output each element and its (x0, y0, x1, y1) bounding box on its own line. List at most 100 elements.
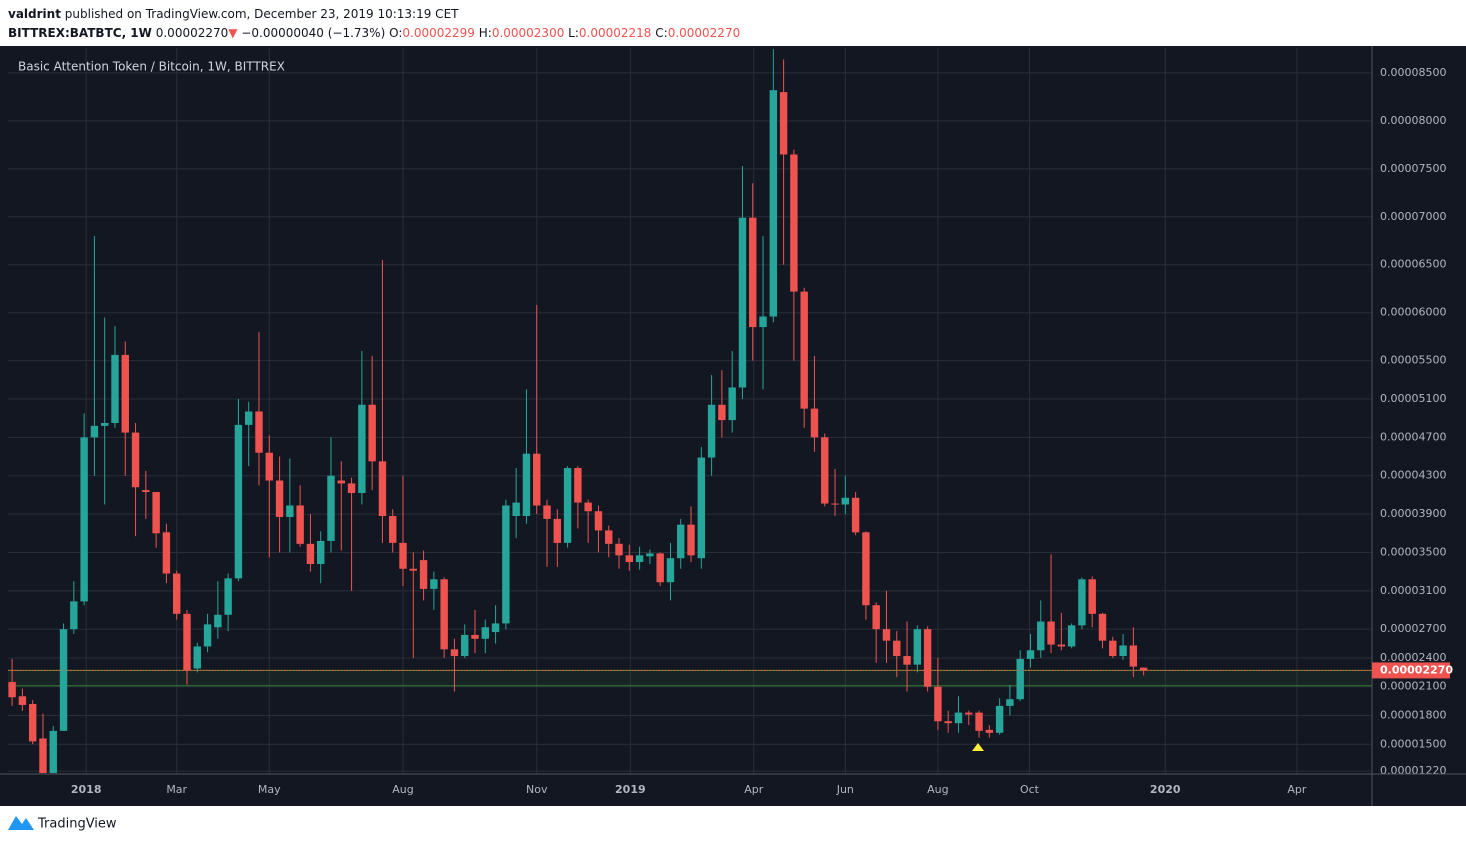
x-tick-label: 2020 (1150, 783, 1181, 796)
y-tick-label: 0.00004700 (1380, 430, 1446, 443)
candle-body (234, 424, 243, 579)
candle-body (656, 553, 664, 583)
y-tick-label: 0.00002400 (1380, 651, 1446, 664)
candle-body (862, 532, 870, 606)
x-tick-label: May (258, 783, 281, 796)
candle-body (543, 505, 551, 519)
candle-body (1057, 644, 1066, 647)
candle-body (1026, 650, 1035, 659)
candle-body (687, 524, 695, 556)
candle-body (18, 696, 27, 705)
candle-body (368, 404, 376, 462)
candle-body (851, 497, 860, 533)
candle-body (769, 90, 778, 317)
x-tick-label: Aug (927, 783, 948, 796)
candle-body (697, 457, 706, 559)
candle-body (337, 480, 345, 484)
y-tick-label: 0.00006000 (1380, 306, 1446, 319)
published: published on TradingView.com, December 2… (65, 7, 459, 21)
candle-body (152, 492, 160, 534)
y-tick-label: 0.00001500 (1380, 737, 1446, 750)
symbol-line: BITTREX:BATBTC, 1W 0.00002270▼ −0.000000… (8, 26, 740, 40)
candle-body (821, 437, 829, 504)
x-tick-label: Apr (744, 783, 764, 796)
candle-body (954, 712, 963, 724)
symbol: BITTREX:BATBTC, 1W (8, 26, 152, 40)
x-tick-label: Mar (166, 783, 187, 796)
candle-body (615, 543, 623, 556)
candle-body (461, 634, 469, 657)
candle-body (440, 579, 448, 650)
y-tick-label: 0.00005100 (1380, 392, 1446, 405)
candle-body (224, 578, 232, 615)
candle-body (471, 634, 479, 639)
last: 0.00002270 (156, 26, 229, 40)
candle-body (995, 705, 1004, 733)
candle-body (1088, 579, 1096, 614)
candle-body (553, 518, 562, 543)
candle-body (1006, 699, 1014, 706)
candle-body (1037, 621, 1045, 651)
logo: TradingView (8, 816, 117, 832)
candle-body (923, 629, 932, 687)
last-price-label: 0.00002270 (1380, 663, 1453, 676)
candle-body (903, 656, 911, 665)
y-tick-label: 0.00003500 (1380, 545, 1446, 558)
open: 0.00002299 (402, 26, 475, 40)
candle-body (481, 627, 490, 639)
candle-body (214, 614, 222, 628)
candle-body (131, 432, 140, 488)
candle-body (749, 217, 757, 328)
low: 0.00002218 (579, 26, 652, 40)
candle-body (666, 558, 675, 583)
candle-body (594, 511, 603, 531)
candle-body (286, 505, 294, 517)
candle-body (944, 721, 952, 724)
chart-title: Basic Attention Token / Bitcoin, 1W, BIT… (18, 60, 285, 74)
x-tick-label: Oct (1020, 783, 1040, 796)
x-tick-label: Apr (1287, 783, 1307, 796)
candle-body (1098, 613, 1107, 641)
candle-body (1119, 645, 1127, 657)
candle-body (790, 154, 798, 292)
candle-body (491, 623, 500, 633)
annotation-triangle (972, 743, 984, 751)
candle-body (841, 497, 850, 505)
candle-body (625, 555, 634, 563)
candle-body (59, 629, 68, 731)
candle-body (759, 316, 767, 328)
candle-body (90, 425, 99, 438)
candle-body (574, 468, 582, 503)
low-label: L: (568, 26, 579, 40)
candle-body (255, 411, 263, 453)
candle-body (39, 738, 47, 774)
x-tick-label: 2018 (71, 783, 102, 796)
y-tick-label: 0.00008500 (1380, 66, 1446, 79)
candle-body (738, 217, 747, 388)
last-price-box (1372, 662, 1450, 679)
candle-body (975, 712, 983, 731)
candle-body (121, 354, 129, 433)
candle-body (965, 712, 973, 715)
y-tick-label: 0.00007500 (1380, 162, 1446, 175)
candle-body (779, 92, 788, 155)
candle-body (1139, 667, 1148, 671)
candle-body (635, 555, 644, 563)
y-tick-label: 0.00001800 (1380, 708, 1446, 721)
candle-body (183, 613, 191, 671)
candle-body (831, 503, 839, 505)
arrow: ▼ (228, 26, 238, 40)
candle-body (80, 437, 88, 602)
candle-body (347, 483, 356, 493)
y-tick-label: 0.00003100 (1380, 584, 1446, 597)
candle-body (162, 532, 171, 574)
x-tick-label: Aug (392, 783, 413, 796)
candle-body (296, 505, 304, 544)
candle-body (800, 291, 808, 409)
candle-body (882, 629, 891, 641)
candle-body (327, 475, 335, 541)
candle-body (1109, 640, 1117, 657)
candle-body (8, 681, 16, 698)
candle-body (142, 490, 150, 493)
candle-body (306, 543, 315, 564)
